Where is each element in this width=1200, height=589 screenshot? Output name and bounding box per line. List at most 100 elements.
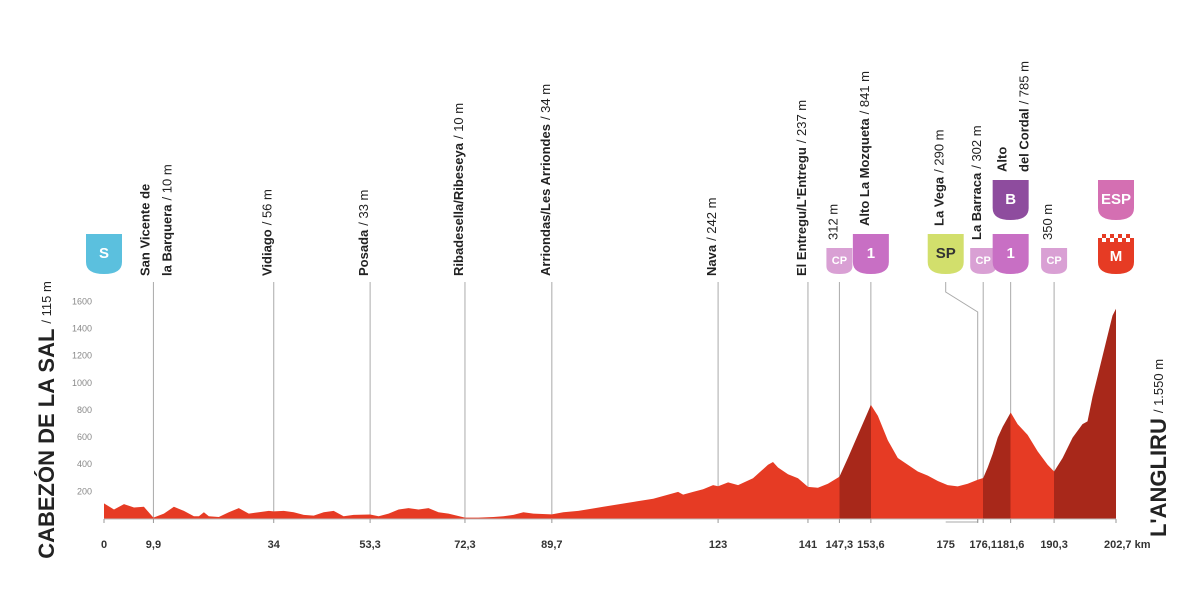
- x-tick-label: 147,3: [826, 539, 854, 551]
- waypoint-name: la Barquera: [160, 204, 175, 276]
- waypoint-label: Ribadesella/Ribeseya / 10 m: [451, 103, 466, 276]
- waypoint-name: Arriondas/Les Arriondes: [538, 124, 553, 276]
- waypoint-text: La Vega / 290 m: [932, 130, 947, 227]
- waypoint-label: La Barraca / 302 m: [970, 125, 985, 240]
- waypoint-label: 312 m: [826, 204, 841, 240]
- y-tick-label: 200: [77, 486, 92, 496]
- badge-label: CP: [976, 255, 991, 267]
- badge: [970, 248, 997, 274]
- waypoint-altitude: / 302 m: [970, 125, 985, 168]
- waypoint-text: Posada / 33 m: [357, 190, 372, 276]
- waypoint-altitude: / 785 m: [1017, 61, 1032, 104]
- badge-label: B: [1005, 191, 1016, 208]
- waypoint-text: Nava / 242 m: [705, 198, 720, 276]
- x-tick-label: 153,6: [857, 539, 885, 551]
- waypoint-name: San Vicente de: [138, 184, 153, 276]
- y-tick-label: 1600: [72, 296, 92, 306]
- start-name: CABEZÓN DE LA SAL: [34, 329, 59, 559]
- x-tick-label: 9,9: [146, 539, 161, 551]
- badge: [826, 248, 853, 274]
- waypoint-label: Posada / 33 m: [357, 190, 372, 276]
- start-altitude: / 115 m: [39, 281, 54, 323]
- x-tick-label: 34: [268, 539, 281, 551]
- badge-label: CP: [832, 255, 847, 267]
- checker: [1114, 234, 1118, 238]
- badge: [86, 234, 122, 274]
- x-tick-label: 202,7 km: [1104, 539, 1151, 551]
- waypoint-text: la Barquera / 10 m: [160, 164, 175, 276]
- waypoint-line: [945, 282, 979, 523]
- waypoint-altitude: / 10 m: [160, 164, 175, 200]
- y-tick-label: 400: [77, 459, 92, 469]
- x-tick-label: 72,3: [454, 539, 475, 551]
- y-tick-label: 1200: [72, 351, 92, 361]
- waypoint-altitude: / 10 m: [451, 103, 466, 139]
- badge: [852, 234, 889, 274]
- waypoint-label: 350 m: [1041, 204, 1056, 240]
- x-tick-label: 53,3: [359, 539, 380, 551]
- badge-label: ESP: [1101, 191, 1131, 208]
- badge-label: 1: [867, 245, 875, 262]
- waypoint-name: La Barraca: [970, 172, 985, 240]
- checker: [1126, 238, 1130, 242]
- waypoint-altitude: / 237 m: [794, 100, 809, 143]
- checker: [1102, 238, 1106, 242]
- waypoint-name: Nava: [705, 244, 720, 276]
- waypoint-text: El Entregu/L'Entregu / 237 m: [794, 100, 809, 276]
- waypoint-label: Nava / 242 m: [705, 198, 720, 276]
- waypoint-label: Vidiago / 56 m: [260, 189, 275, 276]
- badge: [1098, 234, 1134, 274]
- waypoint-text: Alto: [995, 147, 1010, 172]
- x-tick-label: 0: [101, 539, 107, 551]
- waypoint-name: Alto La Mozqueta: [857, 118, 872, 226]
- waypoint-label: La Vega / 290 m: [932, 130, 947, 227]
- x-tick-label: 181,6: [997, 539, 1025, 551]
- waypoint-altitude: / 290 m: [932, 130, 947, 173]
- waypoint-altitude: / 34 m: [538, 84, 553, 120]
- waypoint-name: Alto: [995, 147, 1010, 172]
- waypoint-altitude: 312 m: [826, 204, 841, 240]
- badge: [1098, 180, 1134, 220]
- x-tick-label: 89,7: [541, 539, 562, 551]
- x-tick-label: 141: [799, 539, 817, 551]
- waypoint-text: La Barraca / 302 m: [970, 125, 985, 240]
- checker: [1110, 238, 1114, 242]
- finish-label: L'ANGLIRU / 1.550 m: [1146, 359, 1171, 537]
- waypoint-text: Ribadesella/Ribeseya / 10 m: [451, 103, 466, 276]
- waypoint-text: 312 m: [826, 204, 841, 240]
- waypoint-label: Alto La Mozqueta / 841 m: [857, 71, 872, 226]
- start-text: CABEZÓN DE LA SAL / 115 m: [34, 281, 59, 559]
- waypoint-text: Vidiago / 56 m: [260, 189, 275, 276]
- waypoint-label: Arriondas/Les Arriondes / 34 m: [538, 84, 553, 276]
- finish-altitude: / 1.550 m: [1151, 359, 1166, 413]
- waypoint-altitude: / 33 m: [357, 190, 372, 226]
- badge: [992, 180, 1029, 220]
- x-tick-label: 190,3: [1040, 539, 1068, 551]
- waypoint-text: del Cordal / 785 m: [1017, 61, 1032, 172]
- y-tick-label: 1400: [72, 324, 92, 334]
- badge-label: SP: [936, 245, 956, 262]
- badge-label: 1: [1006, 245, 1014, 262]
- waypoint-name: Vidiago: [260, 229, 275, 276]
- badge: [992, 234, 1029, 274]
- badge-label: S: [99, 245, 109, 262]
- waypoint-name: del Cordal: [1017, 108, 1032, 172]
- waypoint-altitude: / 56 m: [260, 189, 275, 225]
- waypoint-name: La Vega: [932, 176, 947, 226]
- finish-text: L'ANGLIRU / 1.550 m: [1146, 359, 1171, 537]
- checker: [1106, 234, 1110, 238]
- badge: [1041, 248, 1068, 274]
- badge-label: M: [1110, 248, 1123, 265]
- waypoint-label: El Entregu/L'Entregu / 237 m: [794, 100, 809, 276]
- x-tick-label: 176,1: [969, 539, 997, 551]
- badge: [927, 234, 964, 274]
- checker: [1122, 234, 1126, 238]
- waypoint-altitude: / 841 m: [857, 71, 872, 114]
- waypoint-text: 350 m: [1041, 204, 1056, 240]
- y-tick-label: 600: [77, 432, 92, 442]
- y-tick-label: 800: [77, 405, 92, 415]
- waypoint-label: San Vicente de la Barquera / 10 m: [138, 164, 175, 276]
- profile-area: [104, 308, 1116, 519]
